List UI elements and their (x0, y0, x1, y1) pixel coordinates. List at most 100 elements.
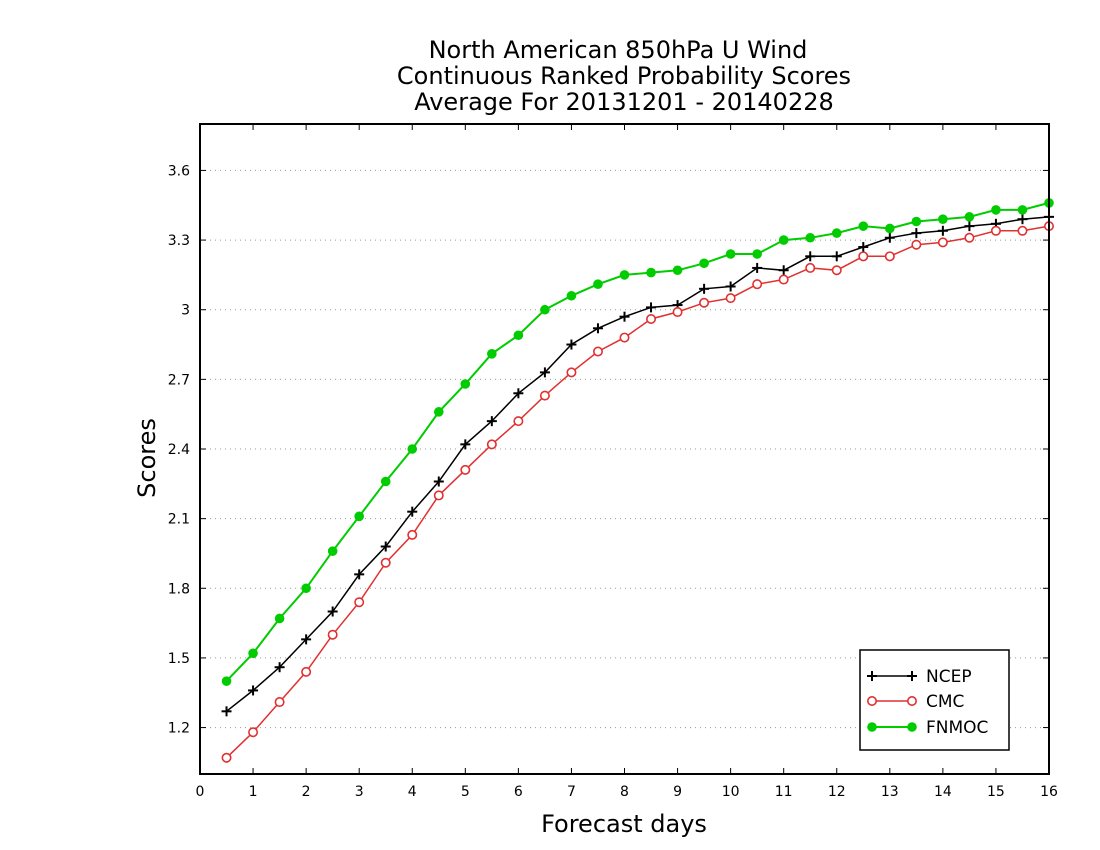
y-tick-label: 3 (181, 303, 190, 319)
data-point-ncep (566, 339, 577, 350)
y-tick-label: 3.6 (168, 163, 190, 179)
data-point-cmc (884, 251, 895, 262)
legend-label-fnmoc: FNMOC (926, 718, 988, 738)
data-point-ncep (380, 541, 391, 552)
data-point-ncep (1017, 214, 1028, 225)
x-tick-label: 1 (249, 784, 258, 800)
y-axis-label: Scores (133, 418, 161, 498)
data-point-ncep (646, 302, 657, 313)
data-point-cmc (486, 439, 497, 450)
data-point-fnmoc (938, 214, 948, 224)
x-tick-label: 9 (673, 784, 682, 800)
x-tick-label: 10 (722, 784, 740, 800)
data-point-fnmoc (672, 265, 683, 276)
data-point-ncep (937, 225, 948, 236)
data-point-cmc (407, 529, 418, 540)
data-point-ncep (486, 416, 497, 427)
data-point-ncep (778, 265, 789, 276)
data-point-cmc (725, 293, 736, 304)
data-point-cmc (646, 313, 657, 324)
data-point-fnmoc (778, 235, 789, 245)
data-point-ncep (248, 685, 259, 696)
series-line-fnmoc (225, 201, 1050, 682)
data-point-cmc (964, 232, 975, 243)
data-point-fnmoc (566, 290, 577, 301)
data-point-ncep (831, 251, 842, 262)
x-tick-label: 15 (987, 784, 1005, 800)
data-point-cmc (619, 332, 630, 343)
data-point-fnmoc (433, 407, 444, 417)
legend-label-cmc: CMC (926, 692, 964, 712)
data-point-cmc (592, 346, 603, 357)
legend-marker-fnmoc (867, 722, 877, 732)
y-tick-label: 1.2 (168, 721, 190, 737)
data-point-ncep (805, 251, 816, 262)
x-axis-label: Forecast days (541, 810, 707, 838)
data-point-fnmoc (327, 546, 338, 556)
data-point-ncep (513, 388, 524, 399)
data-point-ncep (699, 283, 710, 294)
data-point-cmc (327, 629, 338, 640)
data-point-ncep (884, 232, 895, 243)
data-point-fnmoc (354, 511, 364, 522)
data-point-ncep (964, 221, 975, 232)
chart-title-line-1: North American 850hPa U Wind (429, 36, 808, 64)
x-tick-label: 3 (355, 784, 364, 800)
data-point-fnmoc (248, 648, 258, 659)
chart-title-line-3: Average For 20131201 - 20140228 (414, 88, 834, 116)
data-point-cmc (937, 237, 948, 248)
data-point-ncep (327, 606, 338, 617)
data-point-fnmoc (699, 258, 709, 269)
grid-lines (200, 169, 1049, 729)
legend-swatch-cmc (866, 695, 917, 706)
y-tick-label: 2.7 (168, 372, 190, 388)
x-tick-label: 12 (828, 784, 846, 800)
x-tick-label: 11 (775, 784, 793, 800)
data-point-fnmoc (301, 583, 311, 594)
data-point-fnmoc (619, 270, 630, 280)
data-point-fnmoc (831, 228, 842, 238)
legend-box (859, 649, 1010, 751)
data-point-ncep (858, 242, 869, 253)
y-tick-label: 3.3 (168, 233, 190, 249)
data-point-ncep (433, 476, 444, 487)
data-point-cmc (301, 666, 312, 677)
data-point-cmc (911, 239, 922, 250)
data-point-cmc (699, 297, 710, 308)
data-point-ncep (725, 281, 736, 292)
data-point-cmc (752, 279, 763, 290)
data-point-fnmoc (487, 349, 497, 359)
legend-swatch-ncep (867, 671, 917, 681)
data-point-cmc (539, 390, 550, 401)
data-point-ncep (407, 506, 418, 517)
data-point-fnmoc (513, 330, 524, 341)
data-point-cmc (433, 490, 444, 501)
data-point-cmc (672, 307, 683, 318)
data-point-ncep (354, 569, 365, 580)
x-tick-label: 6 (514, 784, 523, 800)
x-tick-label: 7 (567, 784, 576, 800)
y-tick-label: 2.1 (168, 512, 190, 528)
data-point-fnmoc (805, 232, 816, 243)
y-tick-label: 2.4 (168, 442, 190, 458)
series-cmc (221, 221, 1055, 763)
data-point-ncep (460, 439, 471, 450)
y-tick-label: 1.8 (168, 581, 190, 597)
data-point-fnmoc (991, 205, 1001, 215)
data-point-cmc (513, 416, 524, 427)
plot-frame (199, 123, 1050, 775)
series-line-ncep (226, 216, 1050, 712)
data-point-cmc (566, 367, 577, 378)
data-point-fnmoc (911, 216, 922, 227)
data-point-cmc (274, 697, 285, 708)
chart-title-line-2: Continuous Ranked Probability Scores (397, 62, 851, 90)
x-tick-label: 8 (620, 784, 629, 800)
series-ncep (221, 211, 1054, 717)
x-tick-label: 13 (881, 784, 899, 800)
data-point-ncep (619, 311, 630, 322)
data-point-fnmoc (964, 212, 975, 222)
data-point-ncep (301, 634, 312, 645)
legend: NCEP CMC FNMOC (859, 649, 1010, 751)
data-point-fnmoc (593, 279, 603, 289)
